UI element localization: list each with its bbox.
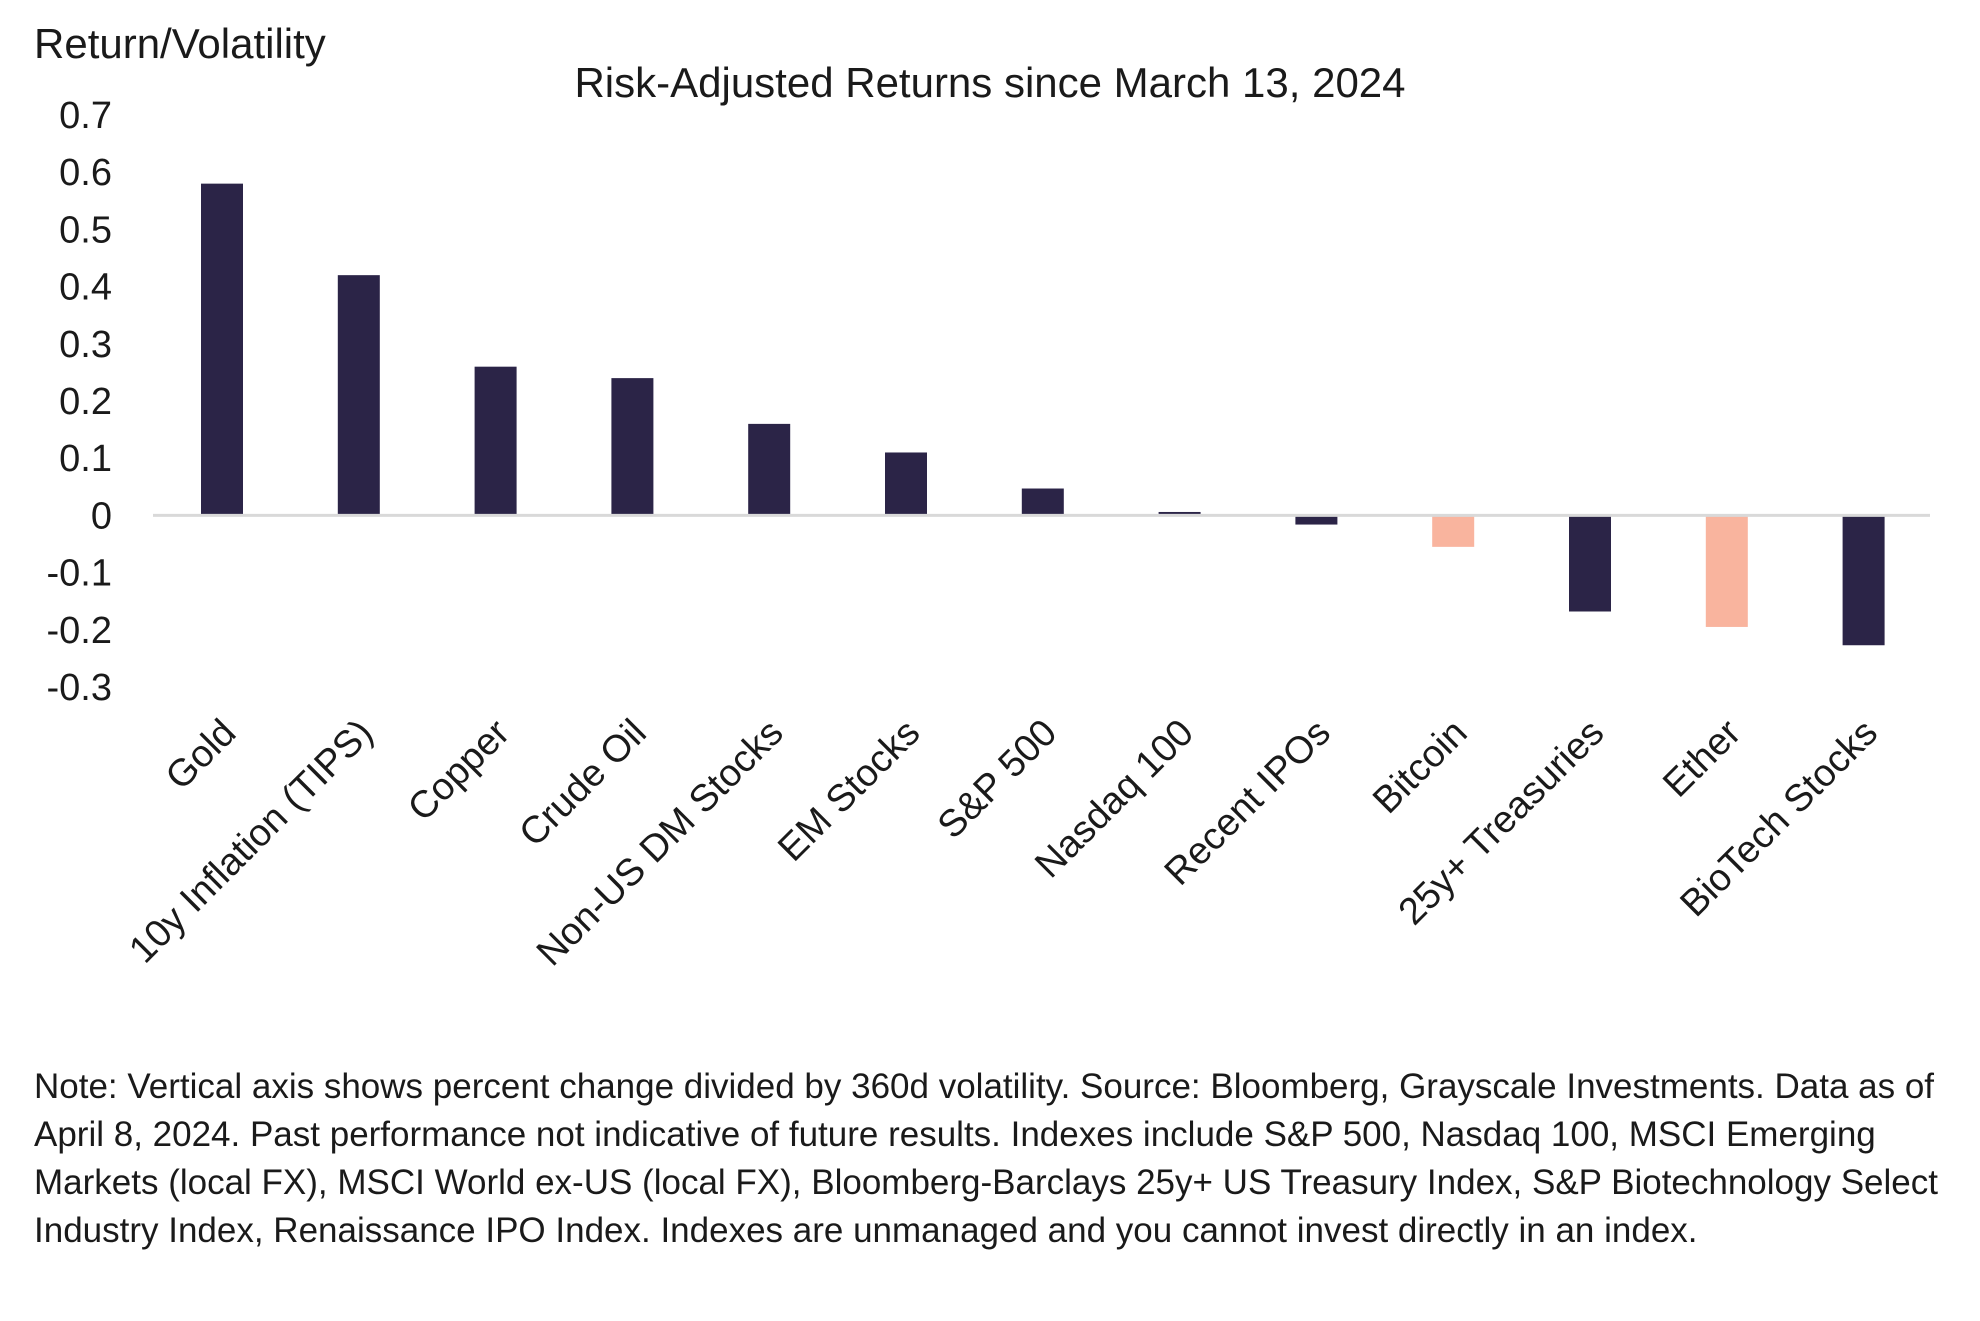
bar-crude-oil	[611, 378, 654, 516]
bar-bitcoin	[1432, 515, 1475, 547]
x-tick-label: Copper	[400, 711, 518, 829]
bar-biotech-stocks	[1842, 515, 1885, 646]
y-tick-label: 0.2	[59, 381, 112, 423]
y-tick-label: -0.1	[47, 553, 112, 595]
risk-adjusted-returns-chart: Return/Volatility Risk-Adjusted Returns …	[34, 20, 1930, 974]
y-tick-label: 0.5	[59, 209, 112, 251]
x-tick-label: S&P 500	[930, 712, 1065, 847]
bar-recent-ipos	[1295, 515, 1338, 525]
bar-nasdaq-100	[1158, 511, 1201, 516]
y-tick-label: 0.6	[59, 152, 112, 194]
y-tick-label: 0.4	[59, 267, 112, 309]
bar-em-stocks	[885, 452, 927, 516]
x-tick-label: Gold	[158, 712, 244, 798]
bar-non-us-dm-stocks	[748, 423, 791, 516]
y-axis-ticks: 0.7 0.6 0.5 0.4 0.3 0.2 0.1 0 -0.1 -0.2 -0.3	[47, 95, 112, 709]
x-tick-label: Non-US DM Stocks	[529, 712, 792, 975]
y-tick-label: 0.3	[59, 324, 112, 366]
y-tick-label: -0.2	[47, 610, 112, 652]
bar-25y-treasuries	[1569, 515, 1611, 612]
x-tick-label: EM Stocks	[770, 712, 928, 870]
y-tick-label: 0	[91, 495, 112, 537]
x-tick-label: 10y Inflation (TIPS)	[121, 712, 381, 972]
y-axis-title: Return/Volatility	[34, 20, 326, 67]
bar-10y-inflation-tips	[337, 275, 380, 516]
x-tick-label: Crude Oil	[512, 712, 655, 855]
bar-gold	[201, 183, 243, 516]
x-tick-label: Ether	[1655, 711, 1749, 805]
chart-title: Risk-Adjusted Returns since March 13, 20…	[574, 59, 1405, 106]
footnote: Note: Vertical axis shows percent change…	[34, 1067, 1938, 1250]
bars	[201, 183, 1885, 646]
bar-copper	[474, 366, 517, 516]
bar-ether	[1705, 515, 1748, 627]
bar-s-p-500	[1021, 488, 1064, 516]
y-tick-label: -0.3	[47, 667, 112, 709]
y-tick-label: 0.1	[59, 438, 112, 480]
x-tick-label: Bitcoin	[1365, 712, 1475, 822]
y-tick-label: 0.7	[59, 95, 112, 137]
